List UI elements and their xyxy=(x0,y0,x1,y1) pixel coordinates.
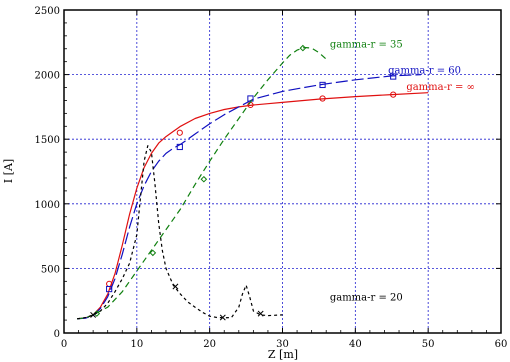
x-tick-label: 60 xyxy=(495,339,508,350)
series-line xyxy=(77,145,283,320)
y-tick-label: 2500 xyxy=(35,6,60,17)
data-point xyxy=(319,95,326,102)
data-point xyxy=(176,129,183,136)
series-label: gamma-r = 60 xyxy=(388,65,461,76)
y-tick-label: 1000 xyxy=(35,200,60,211)
data-point xyxy=(90,311,97,318)
x-tick-label: 40 xyxy=(349,339,362,350)
data-point xyxy=(172,283,179,290)
data-point xyxy=(319,81,326,89)
x-tick-label: 50 xyxy=(422,339,435,350)
y-tick-label: 0 xyxy=(54,329,60,340)
series-line xyxy=(77,46,327,320)
data-point xyxy=(390,73,397,80)
x-tick-label: 10 xyxy=(130,339,143,350)
data-point xyxy=(176,143,183,151)
y-axis-label: I [A] xyxy=(2,159,15,183)
data-point xyxy=(257,310,264,317)
series-label: gamma-r = 20 xyxy=(330,293,403,304)
data-point xyxy=(390,91,397,98)
y-tick-label: 1500 xyxy=(35,135,60,146)
series-line xyxy=(77,92,429,320)
series-2: gamma-r = 60 xyxy=(77,65,461,320)
data-point xyxy=(106,285,113,293)
y-tick-label: 2000 xyxy=(35,71,60,82)
series-3: gamma-r = 35 xyxy=(77,39,403,320)
ticks: 0 10 20 30 40 50 60 0 500 1000 1500 2000 2500 xyxy=(35,6,508,350)
y-tick-label: 500 xyxy=(41,264,60,275)
series-4: gamma-r = 20 xyxy=(77,145,403,321)
x-tick-label: 30 xyxy=(276,339,289,350)
series-label: gamma-r = 35 xyxy=(330,39,403,50)
series-line xyxy=(77,74,421,320)
series-label: gamma-r = ∞ xyxy=(406,82,475,93)
x-tick-label: 0 xyxy=(61,339,67,350)
data-point xyxy=(299,44,307,52)
x-tick-label: 20 xyxy=(203,339,216,350)
x-axis-label: Z [m] xyxy=(268,348,298,361)
series-layer: gamma-r = ∞ gamma-r = 60 gamma-r = 35 gamma… xyxy=(77,39,475,321)
data-point xyxy=(149,249,157,257)
data-point xyxy=(219,314,226,321)
data-point xyxy=(200,175,208,183)
